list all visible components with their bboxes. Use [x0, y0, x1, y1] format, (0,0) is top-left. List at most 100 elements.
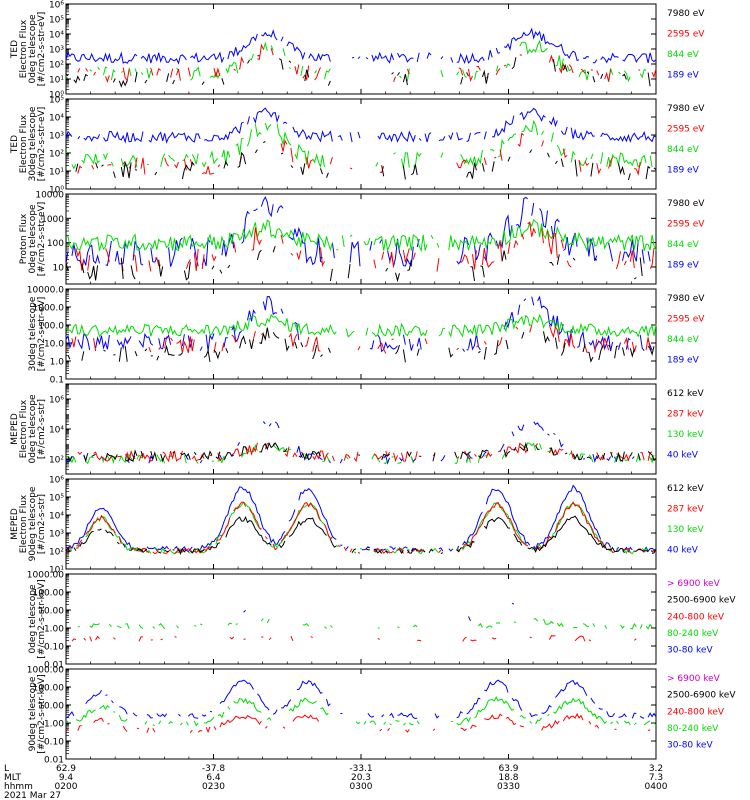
y-tick-label: 10000.0 [27, 286, 64, 296]
series-trace [77, 43, 657, 84]
x-tick-label: 0330 [497, 782, 520, 792]
legend-entry: 130 keV [667, 525, 704, 535]
legend-entry: 612 keV [667, 484, 704, 494]
y-tick-label: 10⁴ [49, 114, 64, 124]
x-tick-label: 0200 [55, 782, 78, 792]
y-axis-label: [#/cm2-s-str-eV] [37, 107, 47, 182]
y-tick-label: 0.01 [44, 756, 64, 766]
legend-entry: 40 keV [667, 545, 699, 555]
series-trace [77, 442, 653, 463]
y-tick-label: 1000 [41, 215, 64, 225]
series-trace [65, 696, 657, 727]
y-tick-label: 10⁶ [49, 396, 64, 406]
y-axis-label: [#/cm2-s-str-eV] [37, 202, 47, 277]
series-trace [66, 56, 656, 87]
y-tick-label: 100.00 [33, 589, 65, 599]
panel-frame [65, 573, 657, 665]
legend-entry: 844 eV [667, 145, 700, 155]
legend-entry: 7980 eV [667, 199, 705, 209]
y-axis-label: 30deg telescope [28, 106, 38, 181]
series-trace [66, 246, 656, 281]
y-tick-label: 10¹ [49, 76, 64, 86]
y-axis-label: [#/cm2-s-str-keV] [37, 674, 47, 753]
y-tick-label: 10⁶ [49, 1, 64, 11]
panel-3: 10 100 1000 10000 Proton Flux 0deg telescope[… [19, 191, 705, 285]
series-trace [244, 603, 656, 621]
y-tick-label: 10⁴ [49, 426, 64, 436]
x-tick-label: 0400 [645, 782, 668, 792]
y-tick-label: 1000.00 [27, 666, 64, 676]
series-trace [66, 121, 656, 168]
y-axis-label: [#/cm2-s-str-eV] [37, 12, 47, 87]
y-tick-label: 10.00 [38, 607, 64, 617]
legend-entry: 612 keV [667, 389, 704, 399]
legend-entry: 2500-6900 keV [667, 596, 736, 606]
y-tick-label: 1000.00 [27, 571, 64, 581]
y-tick-label: 10.0 [44, 340, 64, 350]
y-tick-label: 10² [49, 548, 64, 558]
legend-entry: 189 eV [667, 260, 700, 270]
legend-entry: 287 keV [667, 504, 704, 514]
y-tick-label: 1.0 [50, 358, 65, 368]
series-trace [66, 325, 656, 354]
y-tick-label: 1000.0 [33, 304, 65, 314]
panel-frame [65, 668, 657, 760]
legend-entry: 80-240 keV [667, 629, 719, 639]
series-trace [65, 295, 653, 353]
x-date-label: 2021 Mar 27 [4, 791, 61, 800]
legend-entry: 844 eV [667, 240, 700, 250]
y-tick-label: 10 [53, 263, 65, 273]
y-tick-label: 10⁴ [49, 512, 64, 522]
y-axis-label: 0deg telescope [28, 394, 38, 464]
y-axis-label: TED [10, 40, 20, 59]
y-axis-label: 30deg telescope [28, 296, 38, 371]
y-tick-label: 1.00 [44, 720, 64, 730]
legend-entry: 30-80 keV [667, 741, 713, 751]
y-axis-label: 90deg telescope [28, 486, 38, 561]
series-trace [66, 714, 656, 733]
y-axis-label: TED [10, 135, 20, 154]
legend-entry: 7980 eV [667, 104, 705, 114]
x-axis-group: L 62.9 -37.8 -33.1 63.9 3.2 MLT 9.4 6.4 20.3 18.8 7… [4, 4, 668, 800]
series-trace [78, 618, 656, 629]
x-row-label: L [4, 764, 9, 774]
panel-2: 10⁰ 10¹ 10² 10³ 10⁴ 10⁵ TED Electron Flux 30deg … [10, 96, 705, 196]
legend-entry: 2595 eV [667, 29, 705, 39]
legend-entry: 80-240 keV [667, 724, 719, 734]
legend-entry: 189 eV [667, 70, 700, 80]
y-tick-label: 10⁶ [49, 476, 64, 486]
panel-5: 10² 10⁴ 10⁶ MEPED Electron Flux 0deg telescop… [10, 383, 704, 475]
y-tick-label: 10¹ [49, 168, 64, 178]
panel-1: 10⁰ 10¹ 10² 10³ 10⁴ 10⁵ 10⁶ TED Electron Flux 0de… [10, 1, 705, 101]
y-axis-label: 0deg telescope [28, 14, 38, 84]
series-trace [67, 441, 657, 463]
legend-entry: 7980 eV [667, 9, 705, 19]
series-trace [65, 515, 657, 555]
y-axis-label: Electron Flux [19, 19, 29, 78]
y-tick-label: 10⁰ [49, 186, 64, 196]
x-tick-label: 63.9 [498, 764, 518, 774]
y-tick-label: 10⁵ [49, 494, 64, 504]
legend-entry: 240-800 keV [667, 612, 725, 622]
y-axis-label: Electron Flux [19, 494, 29, 553]
y-axis-label: [#/cm2-s-str-eV] [37, 297, 47, 372]
y-axis-label: Proton Flux [19, 213, 29, 264]
y-tick-label: 100 [47, 239, 64, 249]
legend-entry: 130 keV [667, 430, 704, 440]
y-axis-label: 0deg telescope [28, 584, 38, 654]
x-tick-label: 20.3 [351, 773, 371, 783]
y-tick-label: 10³ [49, 530, 64, 540]
y-tick-label: 10⁵ [49, 96, 64, 106]
series-trace [65, 27, 657, 65]
series-trace [65, 679, 657, 719]
series-trace [67, 327, 655, 363]
y-axis-label: MEPED [10, 413, 20, 445]
x-tick-label: 3.2 [649, 764, 663, 774]
y-axis-label: [#/cm2-s-str] [37, 399, 47, 459]
legend-entry: 189 eV [667, 355, 700, 365]
y-tick-label: 10⁵ [49, 16, 64, 26]
legend-entry: 287 keV [667, 409, 704, 419]
y-tick-label: 10⁴ [49, 31, 64, 41]
